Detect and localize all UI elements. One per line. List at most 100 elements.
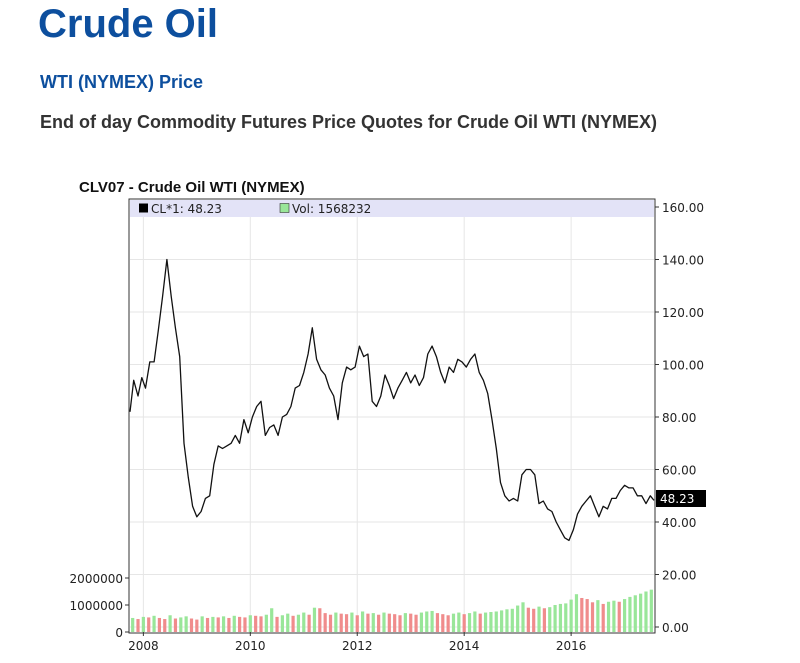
- y-tick-label: 120.00: [662, 306, 704, 320]
- volume-bar: [435, 613, 440, 632]
- volume-bar: [585, 599, 589, 632]
- volume-bar: [425, 611, 429, 632]
- volume-bar: [505, 609, 509, 632]
- y-tick-label: 40.00: [662, 516, 696, 530]
- volume-bar: [334, 612, 338, 632]
- volume-bar: [419, 612, 424, 632]
- volume-bar: [633, 595, 637, 632]
- x-tick-label: 2008: [128, 639, 159, 653]
- volume-bar: [280, 615, 284, 632]
- x-tick-label: 2010: [235, 639, 266, 653]
- volume-bar: [639, 593, 643, 632]
- volume-bar: [446, 615, 450, 632]
- volume-bar: [478, 613, 482, 632]
- volume-bar: [574, 594, 579, 632]
- volume-bar: [184, 616, 188, 632]
- volume-bar: [371, 613, 375, 632]
- volume-bar: [494, 611, 498, 632]
- volume-tick-label: 1000000: [70, 599, 123, 613]
- volume-bar: [398, 615, 402, 632]
- volume-bar: [173, 618, 178, 632]
- y-tick-label: 140.00: [662, 254, 704, 268]
- volume-bar: [628, 596, 632, 632]
- volume-bar: [622, 599, 627, 632]
- volume-bar: [430, 610, 434, 632]
- volume-bar: [189, 618, 194, 632]
- legend-volume-marker: [279, 203, 290, 213]
- volume-bar: [451, 613, 456, 632]
- volume-bar: [510, 608, 514, 632]
- volume-bar: [564, 603, 568, 632]
- chart-title: CLV07 - Crude Oil WTI (NYMEX): [79, 179, 305, 196]
- volume-bar: [328, 614, 333, 632]
- volume-bar: [526, 607, 530, 632]
- y-tick-label: 160.00: [662, 201, 704, 215]
- volume-bar: [243, 617, 247, 632]
- volume-bar: [382, 612, 386, 632]
- x-tick-label: 2016: [556, 639, 587, 653]
- volume-bar: [221, 616, 226, 632]
- volume-bar: [489, 612, 493, 632]
- volume-bar: [339, 613, 343, 632]
- volume-bar: [553, 605, 557, 632]
- volume-bar: [542, 608, 546, 632]
- volume-bar: [580, 597, 584, 632]
- volume-bar: [409, 613, 413, 632]
- volume-tick-label: 0: [115, 626, 123, 640]
- volume-bar: [179, 617, 183, 632]
- legend-price-label: CL*1: 48.23: [151, 202, 222, 216]
- volume-bar: [548, 607, 552, 632]
- x-tick-label: 2014: [449, 639, 480, 653]
- y-tick-label: 20.00: [662, 569, 696, 583]
- volume-bar: [275, 616, 279, 632]
- y-tick-label: 0.00: [662, 621, 689, 635]
- last-value-box: [656, 490, 706, 507]
- volume-bar: [323, 613, 327, 632]
- volume-bar: [205, 617, 210, 632]
- legend-volume-label: Vol: 1568232: [292, 202, 371, 216]
- y-tick-label: 60.00: [662, 464, 696, 478]
- volume-bar: [227, 617, 231, 632]
- price-line: [129, 258, 655, 542]
- volume-bar: [248, 615, 252, 632]
- volume-bar: [131, 617, 135, 632]
- volume-bar: [307, 614, 311, 632]
- page-title: Crude Oil: [38, 2, 219, 46]
- volume-bar: [360, 611, 365, 632]
- volume-bar: [596, 600, 600, 632]
- y-tick-label: 80.00: [662, 411, 696, 425]
- volume-bar: [500, 610, 504, 632]
- volume-bar: [403, 613, 407, 632]
- volume-bar: [318, 608, 322, 632]
- volume-bar: [302, 612, 306, 632]
- volume-bar: [259, 616, 263, 632]
- volume-bar: [168, 615, 172, 632]
- volume-bar: [296, 614, 301, 632]
- volume-bar: [521, 602, 525, 632]
- volume-bar: [286, 613, 290, 632]
- volume-bar: [649, 589, 653, 632]
- volume-bar: [152, 615, 156, 632]
- volume-bar: [516, 605, 520, 632]
- volume-bar: [232, 615, 236, 632]
- volume-bar: [312, 607, 317, 632]
- volume-bar: [136, 619, 140, 632]
- legend-band: [130, 200, 654, 217]
- volume-bar: [270, 608, 274, 632]
- volume-bar: [163, 619, 167, 632]
- y-tick-label: 100.00: [662, 359, 704, 373]
- last-value-label: 48.23: [660, 492, 694, 506]
- volume-bar: [147, 617, 151, 632]
- volume-bar: [532, 608, 536, 632]
- volume-bar: [216, 617, 220, 632]
- volume-bar: [644, 591, 648, 632]
- volume-bar: [141, 616, 145, 632]
- legend-price-marker: [139, 203, 148, 213]
- volume-bar: [393, 614, 397, 632]
- volume-bar: [291, 615, 295, 632]
- x-tick-label: 2012: [342, 639, 373, 653]
- volume-bar: [355, 615, 359, 632]
- volume-bar: [350, 612, 354, 632]
- volume-bar: [601, 603, 605, 632]
